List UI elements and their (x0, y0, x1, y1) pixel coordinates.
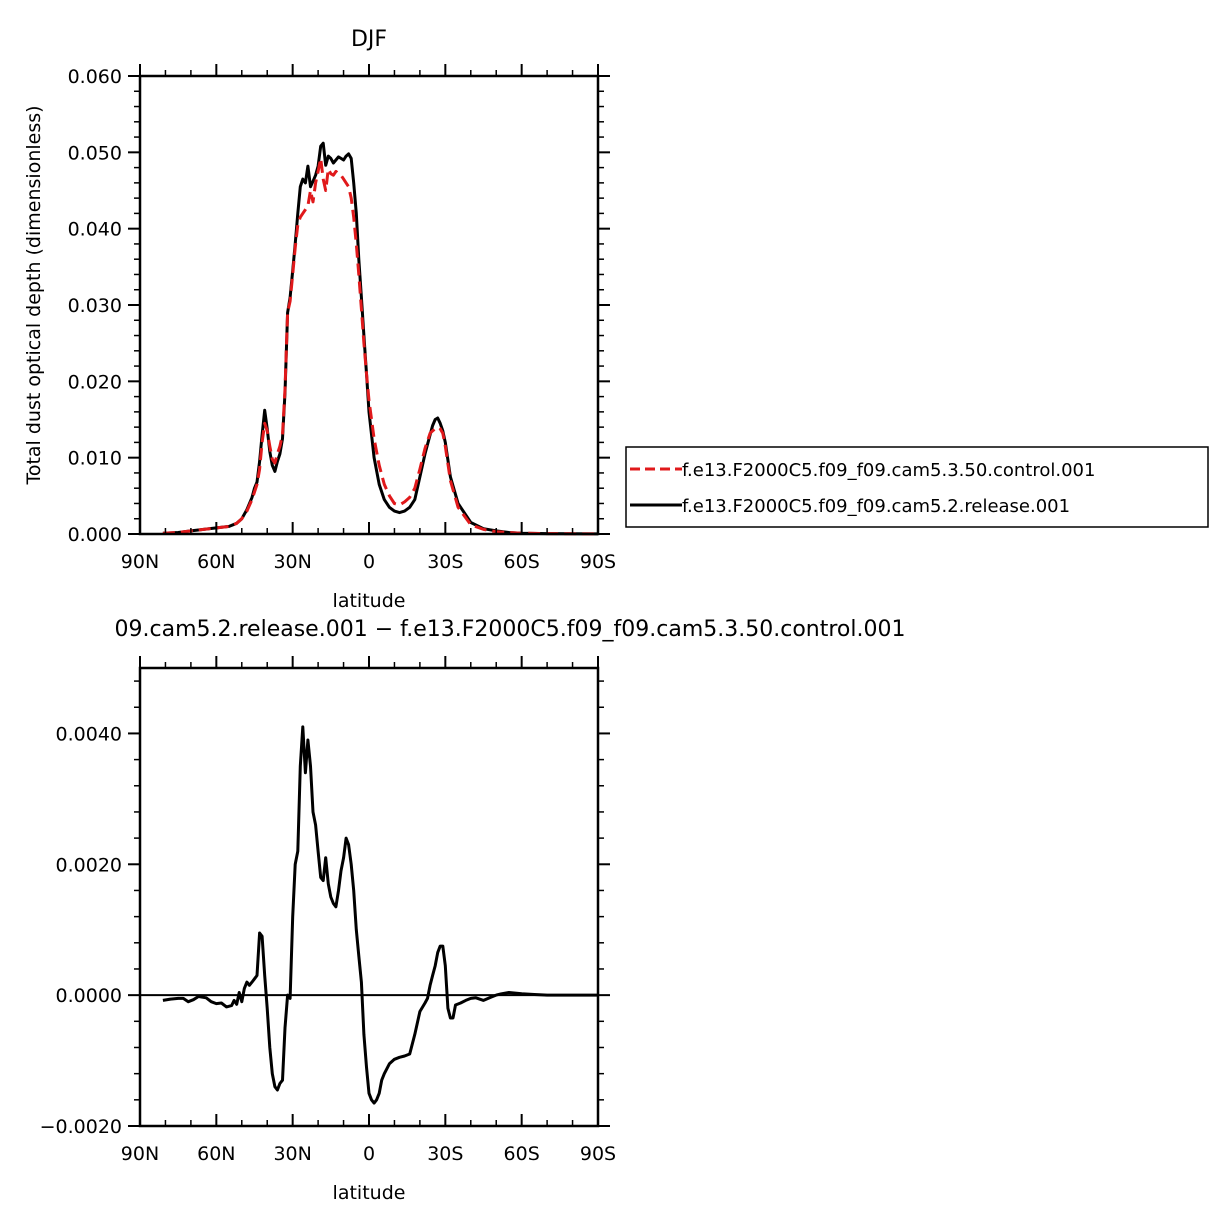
x-tick-label: 30N (273, 551, 311, 573)
top-chart-title: DJF (351, 27, 387, 52)
bottom-x-axis-label: latitude (333, 1182, 406, 1204)
x-tick-label: 60N (197, 551, 235, 573)
bottom-plot-frame (138, 666, 600, 1128)
legend-box (625, 446, 1209, 528)
top-panel: DJF Total dust optical depth (dimensionl… (23, 27, 616, 612)
top-plot-marks (162, 141, 599, 536)
x-tick-label: 60N (197, 1143, 235, 1165)
legend-entry-control: f.e13.F2000C5.f09_f09.cam5.3.50.control.… (682, 460, 1095, 481)
legend-entry-release: f.e13.F2000C5.f09_f09.cam5.2.release.001 (682, 496, 1070, 517)
y-tick-label: 0.0020 (56, 854, 122, 876)
x-tick-label: 60S (504, 1143, 540, 1165)
bottom-panel: 09.cam5.2.release.001 − f.e13.F2000C5.f0… (40, 617, 906, 1204)
y-tick-label: 0.0000 (56, 985, 122, 1007)
bottom-plot-marks (140, 725, 598, 1105)
x-tick-label: 60S (504, 551, 540, 573)
top-plot-frame (138, 74, 600, 536)
y-tick-label: 0.030 (68, 295, 122, 317)
legend: f.e13.F2000C5.f09_f09.cam5.3.50.control.… (625, 446, 1209, 528)
y-tick-label: 0.020 (68, 371, 122, 393)
y-tick-label: 0.040 (68, 219, 122, 241)
top-y-axis-label: Total dust optical depth (dimensionless) (23, 105, 45, 485)
y-tick-label: 0.000 (68, 524, 122, 546)
series-line-0 (162, 725, 598, 1105)
series-line-1 (162, 141, 599, 536)
y-tick-label: 0.050 (68, 142, 122, 164)
y-tick-label: 0.060 (68, 66, 122, 88)
x-tick-label: 90N (121, 1143, 159, 1165)
x-tick-label: 90N (121, 551, 159, 573)
x-tick-label: 0 (363, 1143, 375, 1165)
series-line-0 (162, 156, 599, 536)
x-tick-label: 30N (273, 1143, 311, 1165)
top-x-axis-label: latitude (333, 590, 406, 612)
bottom-chart-title: 09.cam5.2.release.001 − f.e13.F2000C5.f0… (115, 617, 906, 642)
top-axis-ticks: 90N 60N 30N 0 30S 60S 90S 0.000 0.010 0.020 0.030 0… (68, 64, 616, 573)
x-tick-label: 90S (580, 551, 616, 573)
x-tick-label: 30S (427, 551, 463, 573)
y-tick-label: 0.010 (68, 448, 122, 470)
y-tick-label: −0.0020 (40, 1116, 122, 1138)
x-tick-label: 90S (580, 1143, 616, 1165)
x-tick-label: 0 (363, 551, 375, 573)
y-tick-label: 0.0040 (56, 723, 122, 745)
bottom-axis-ticks: 90N 60N 30N 0 30S 60S 90S −0.0020 0.0000 0.0020 0.… (40, 656, 616, 1165)
x-tick-label: 30S (427, 1143, 463, 1165)
